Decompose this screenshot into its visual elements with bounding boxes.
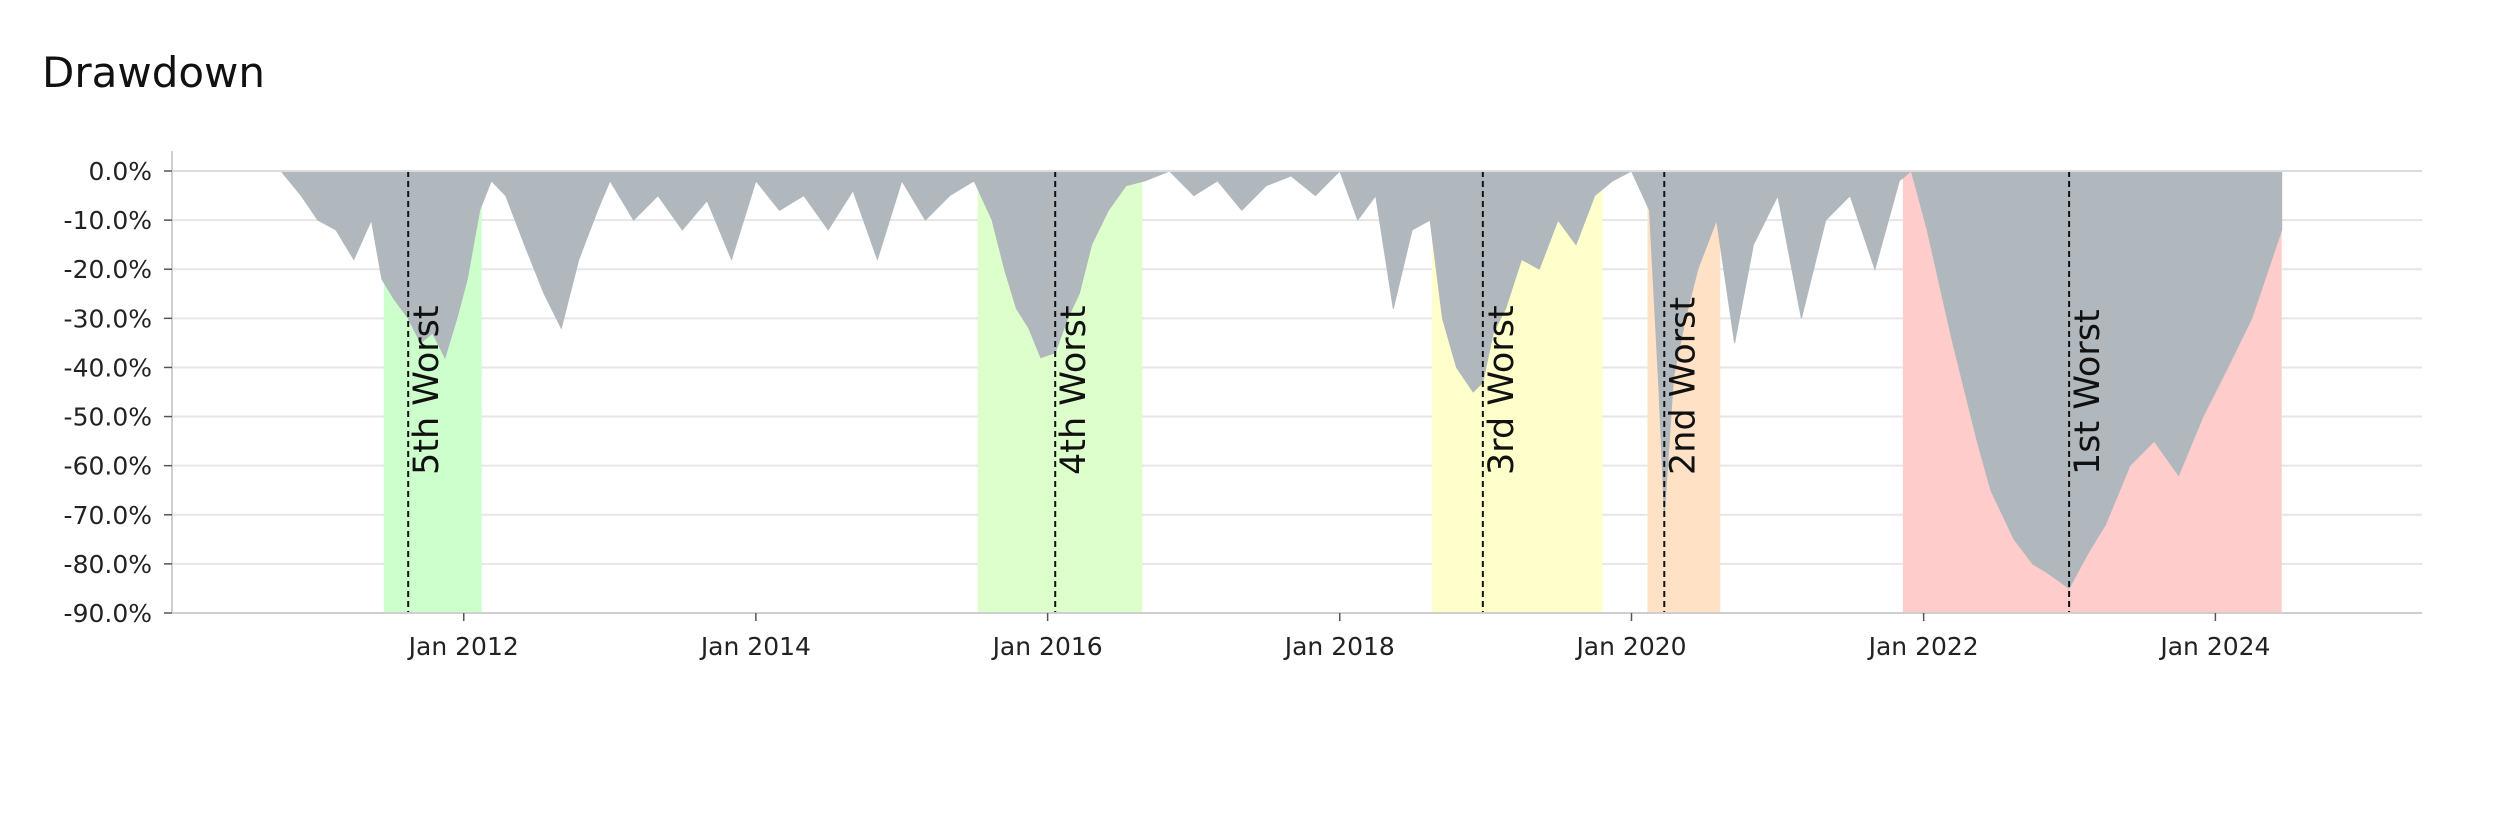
- y-tick-label: -60.0%: [64, 452, 152, 481]
- y-tick-label: -20.0%: [64, 255, 152, 284]
- y-tick-label: -40.0%: [64, 353, 152, 382]
- worst-period-label: 1st Worst: [2068, 309, 2108, 475]
- axes: [171, 151, 2422, 614]
- drawdown-area-path: [280, 170, 2283, 590]
- worst-period-label: 2nd Worst: [1663, 297, 1703, 475]
- trough-markers: 5th Worst 4th Worst 3rd Worst 2nd Worst 1st …: [407, 171, 2108, 613]
- x-tick-label: Jan 2012: [407, 632, 519, 661]
- x-tick-label: Jan 2018: [1283, 632, 1395, 661]
- y-tick-label: -50.0%: [64, 403, 152, 432]
- y-tick-label: -10.0%: [64, 206, 152, 235]
- chart-title: Drawdown: [42, 48, 266, 97]
- y-tick-label: 0.0%: [88, 157, 152, 186]
- y-tick-label: -30.0%: [64, 304, 152, 333]
- worst-period-label: 5th Worst: [407, 305, 447, 475]
- y-tick-label: -80.0%: [64, 550, 152, 579]
- x-tick-label: Jan 2014: [699, 632, 811, 661]
- y-tick-label: -70.0%: [64, 501, 152, 530]
- worst-period-label: 3rd Worst: [1482, 305, 1522, 475]
- x-tick-label: Jan 2020: [1574, 632, 1686, 661]
- x-tick-label: Jan 2024: [2158, 632, 2270, 661]
- x-tick-label: Jan 2016: [991, 632, 1103, 661]
- tick-labels: 0.0% -10.0% -20.0% -30.0% -40.0% -50.0% -60.0%…: [64, 157, 2271, 661]
- x-tick-label: Jan 2022: [1867, 632, 1979, 661]
- drawdown-area: [280, 170, 2283, 590]
- worst-period-label: 4th Worst: [1054, 305, 1094, 475]
- y-tick-label: -90.0%: [64, 599, 152, 628]
